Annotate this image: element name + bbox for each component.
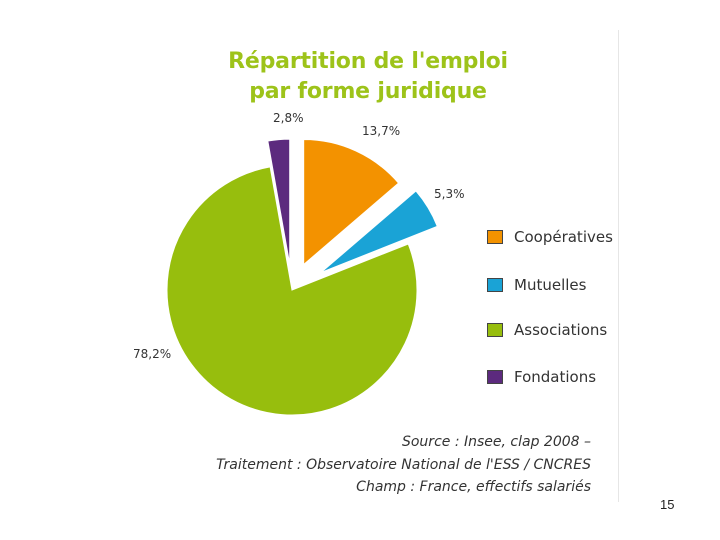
- chart-title-line1: Répartition de l'emploi: [228, 49, 508, 74]
- legend-label-fondations: Fondations: [514, 368, 597, 386]
- legend-label-cooperatives: Coopératives: [514, 228, 613, 246]
- treatment-line: Traitement : Observatoire National de l'…: [216, 457, 591, 473]
- scope-line: Champ : France, effectifs salariés: [356, 479, 591, 495]
- slice-label-cooperatives: 13,7%: [362, 124, 401, 138]
- pie-slice-fondations: [267, 138, 291, 265]
- chart-title-line2: par forme juridique: [249, 79, 487, 104]
- pie-slice-associations: [166, 166, 418, 416]
- legend-swatch-mutuelles: [487, 278, 503, 292]
- legend-swatch-cooperatives: [487, 230, 503, 244]
- pie-slice-cooperatives: [303, 139, 400, 266]
- legend-label-mutuelles: Mutuelles: [514, 276, 587, 294]
- figure-border: [618, 30, 619, 502]
- slice-label-mutuelles: 5,3%: [434, 187, 465, 201]
- slice-label-fondations: 2,8%: [273, 111, 304, 125]
- source-line: Source : Insee, clap 2008 –: [401, 434, 591, 450]
- legend-swatch-associations: [487, 323, 503, 337]
- legend-swatch-fondations: [487, 370, 503, 384]
- pie-slice-mutuelles: [320, 190, 438, 273]
- slice-label-associations: 78,2%: [133, 347, 172, 361]
- page-number: 15: [660, 497, 675, 512]
- legend-label-associations: Associations: [514, 321, 608, 339]
